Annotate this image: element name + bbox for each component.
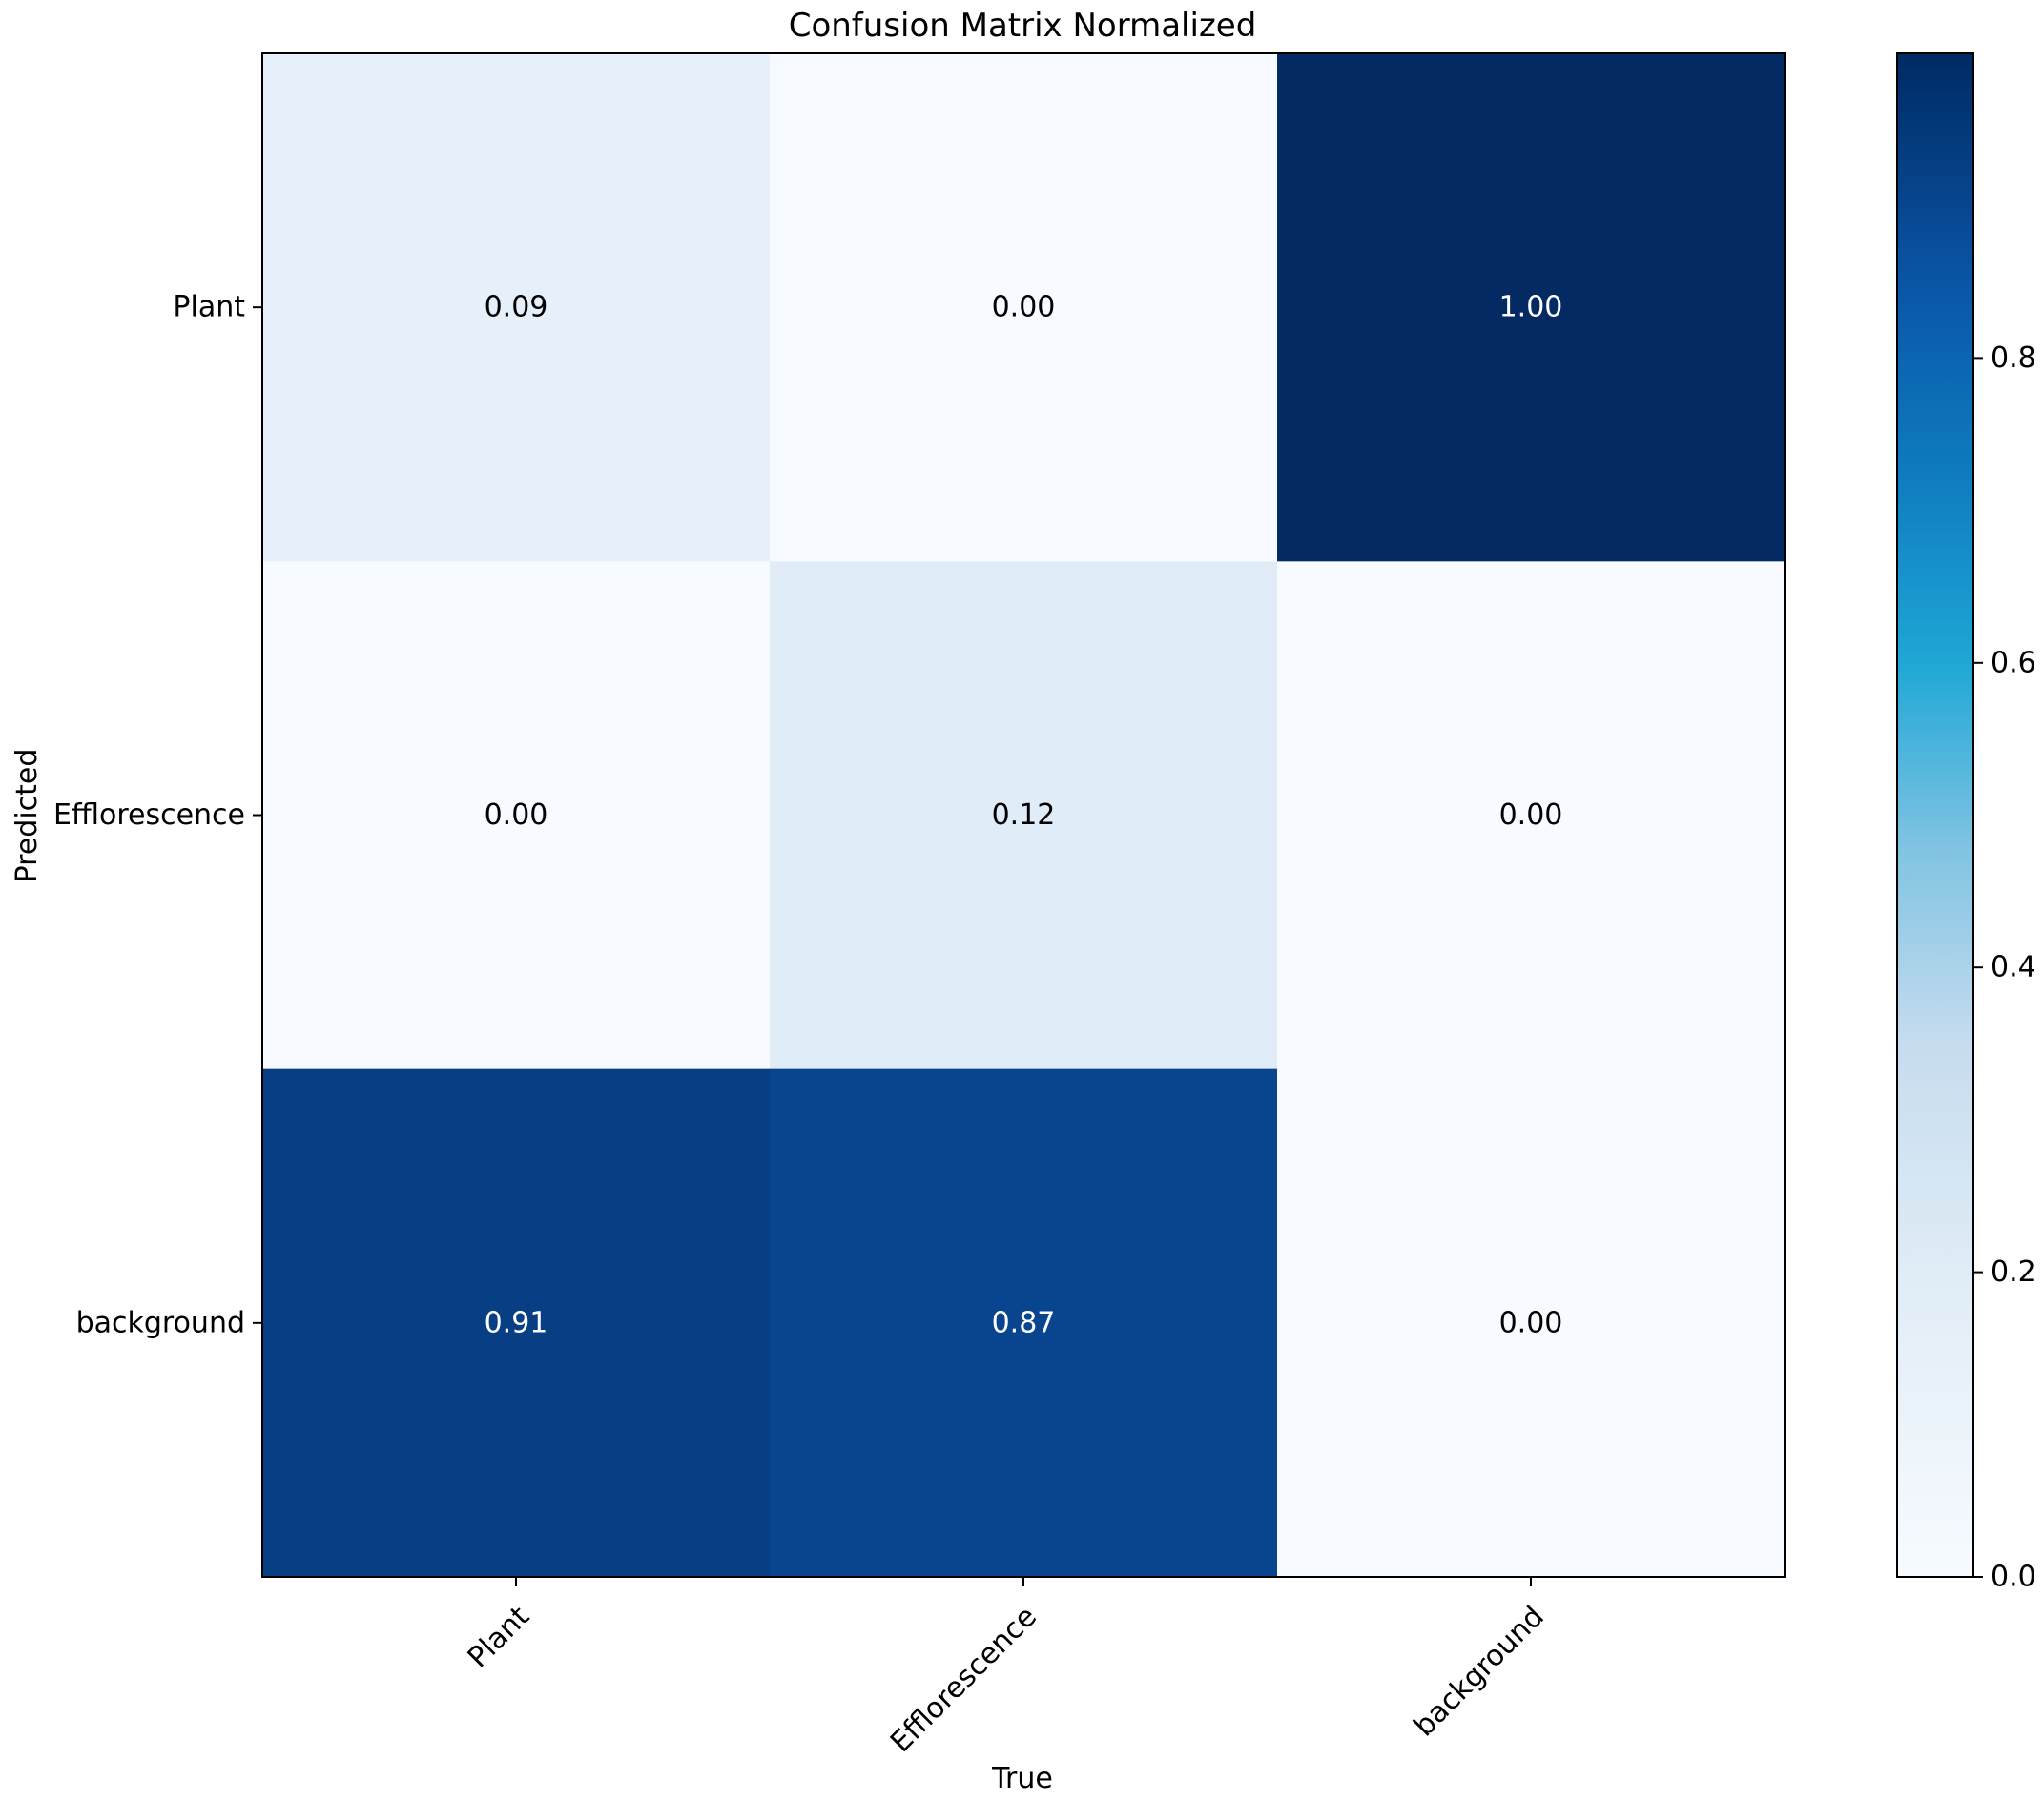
colorbar-tick-label: 0.2 xyxy=(1991,1255,2036,1289)
colorbar-tick-label: 0.0 xyxy=(1991,1561,2036,1594)
heatmap-cells xyxy=(262,53,1786,1578)
x-axis-ticks: Plant Efflorescence background xyxy=(462,1577,1551,1759)
y-tick-label: Efflorescence xyxy=(53,798,245,832)
y-tick-label: Plant xyxy=(173,291,245,324)
cell-value-label: 0.09 xyxy=(485,291,548,324)
x-tick-label: Plant xyxy=(462,1600,536,1674)
x-axis-label: True xyxy=(991,1762,1053,1795)
cell-value-label: 1.00 xyxy=(1499,291,1563,324)
y-tick-label: background xyxy=(76,1306,245,1339)
heatmap-cell xyxy=(1277,561,1786,1070)
cell-value-label: 0.00 xyxy=(485,798,548,832)
cell-value-label: 0.00 xyxy=(1499,1306,1563,1339)
heatmap-cell xyxy=(770,1068,1278,1578)
colorbar xyxy=(1896,52,1974,1578)
heatmap-cell xyxy=(770,53,1278,562)
cell-value-label: 0.12 xyxy=(992,798,1056,832)
heatmap-cell xyxy=(770,561,1278,1070)
x-tick-label: Efflorescence xyxy=(884,1600,1043,1759)
heatmap-cell xyxy=(1277,1068,1786,1578)
heatmap-cell xyxy=(262,1068,771,1578)
heatmap-cell xyxy=(1277,53,1786,562)
cell-value-label: 0.00 xyxy=(992,291,1056,324)
heatmap-cell xyxy=(262,53,771,562)
colorbar-tick-label: 0.8 xyxy=(1991,342,2036,375)
heatmap-cell xyxy=(262,561,771,1070)
chart-title: Confusion Matrix Normalized xyxy=(789,7,1257,45)
colorbar-ticks: 0.0 0.2 0.4 0.6 0.8 xyxy=(1973,342,2036,1594)
x-tick-label: background xyxy=(1408,1600,1551,1743)
cell-value-label: 0.91 xyxy=(485,1306,548,1339)
y-axis-label: Predicted xyxy=(10,749,44,883)
colorbar-tick-label: 0.6 xyxy=(1991,646,2036,679)
cell-value-label: 0.00 xyxy=(1499,798,1563,832)
colorbar-tick-label: 0.4 xyxy=(1991,951,2036,984)
cell-value-label: 0.87 xyxy=(992,1306,1056,1339)
heatmap-cell-values: 0.09 0.00 1.00 0.00 0.12 0.00 0.91 0.87 0.00 xyxy=(485,291,1563,1340)
y-axis-ticks: Plant Efflorescence background xyxy=(53,291,262,1339)
